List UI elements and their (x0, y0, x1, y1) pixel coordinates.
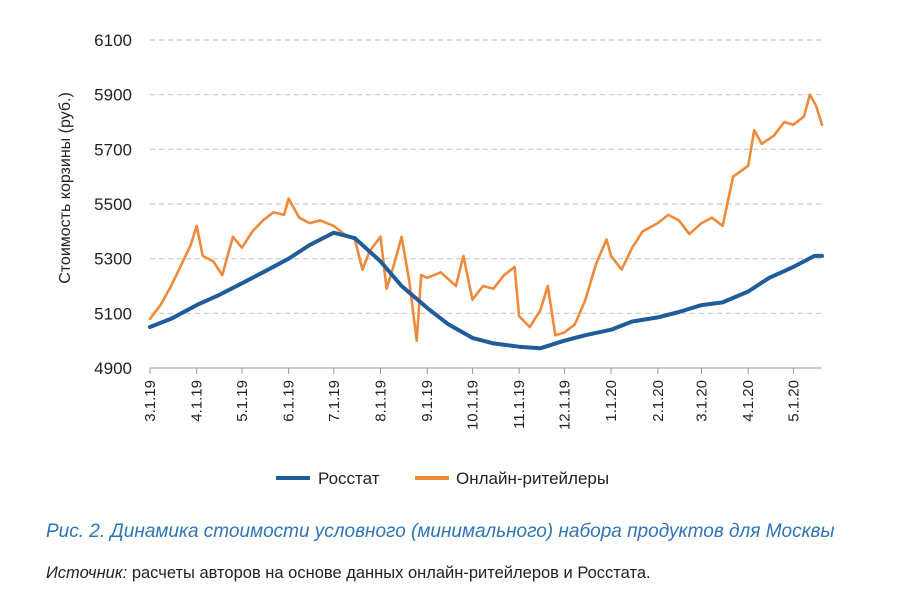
y-tick-label: 4900 (94, 359, 132, 378)
x-tick-label: 8.1.19 (373, 380, 390, 422)
x-tick-label: 4.1.19 (189, 380, 206, 422)
x-tick-label: 5.1.20 (785, 380, 802, 422)
legend: Росстат Онлайн-ритейлеры (276, 469, 609, 488)
x-axis-ticks: 3.1.19 4.1.19 5.1.19 6.1.19 7.1.19 8.1.19 9.1.… (142, 368, 802, 430)
gridlines (150, 39, 822, 314)
series-group (148, 93, 824, 351)
line-chart: 4900 5100 5300 5500 5700 5900 6100 3.1.19 4.1.1… (57, 31, 824, 488)
x-tick-label: 4.1.20 (740, 380, 757, 422)
source-text: расчеты авторов на основе данных онлайн-… (127, 564, 651, 582)
y-axis-ticks: 4900 5100 5300 5500 5700 5900 6100 (94, 31, 132, 378)
x-tick-label: 2.1.20 (650, 380, 667, 422)
y-tick-label: 5700 (94, 140, 132, 159)
x-tick-label: 6.1.19 (281, 380, 298, 422)
x-tick-label: 9.1.19 (419, 380, 436, 422)
x-tick-label: 7.1.19 (326, 380, 343, 422)
series-line-online-retailers (148, 93, 824, 342)
y-tick-label: 5300 (94, 250, 132, 269)
series-line-rosstat (148, 230, 824, 351)
x-tick-label: 3.1.19 (142, 380, 159, 422)
x-tick-label: 3.1.20 (693, 380, 710, 422)
x-tick-label: 10.1.19 (464, 380, 481, 430)
x-tick-label: 1.1.20 (603, 380, 620, 422)
x-tick-label: 5.1.19 (234, 380, 251, 422)
figure-caption: Рис. 2. Динамика стоимости условного (ми… (46, 521, 835, 542)
y-tick-label: 6100 (94, 31, 132, 50)
y-tick-label: 5500 (94, 195, 132, 214)
source-label: Источник: (46, 564, 128, 582)
legend-label-rosstat: Росстат (318, 469, 380, 488)
source-note: Источник: расчеты авторов на основе данн… (46, 564, 896, 583)
legend-label-online: Онлайн-ритейлеры (456, 469, 609, 488)
x-tick-label: 12.1.19 (556, 380, 573, 430)
y-axis-label: Стоимость корзины (руб.) (57, 92, 74, 284)
y-tick-label: 5900 (94, 86, 132, 105)
x-tick-label: 11.1.19 (511, 380, 528, 429)
y-tick-label: 5100 (94, 304, 132, 323)
